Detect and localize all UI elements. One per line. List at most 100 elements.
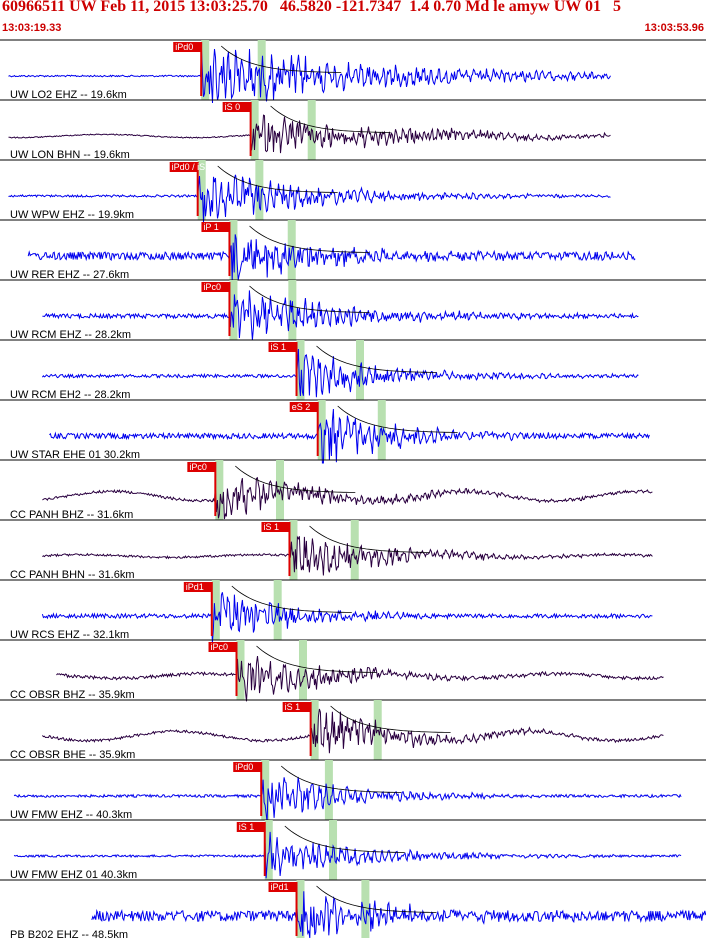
pick-label-box[interactable] [268, 342, 297, 352]
coda-curve [280, 765, 402, 793]
trace-row[interactable]: iPd1 PB B202 EHZ -- 48.5km [0, 879, 706, 938]
p-pick-window [250, 100, 259, 160]
pick-label: eS 2 [292, 402, 311, 412]
station-label: CC PANH BHZ -- 31.6km [10, 509, 133, 521]
pick-label-box[interactable] [183, 582, 212, 592]
station-label: UW RCM EHZ -- 28.2km [10, 329, 131, 341]
trace-row[interactable]: iS 0 UW LON BHN -- 19.6km [0, 99, 706, 161]
waveform-trace [8, 174, 611, 223]
coda-curve [316, 885, 437, 913]
coda-curve [231, 585, 352, 613]
coda-curve [249, 225, 370, 253]
station-label: UW WPW EHZ -- 19.9km [10, 209, 134, 221]
waveform-trace [42, 708, 664, 754]
p-pick-window [201, 40, 210, 100]
waveform-trace [42, 476, 653, 520]
pick-label-box[interactable] [187, 462, 216, 472]
coda-curve [316, 345, 437, 373]
trace-row[interactable]: iPc0 CC PANH BHZ -- 31.6km [0, 459, 706, 521]
pick-label: iS 0 [225, 102, 241, 112]
s-pick-window [361, 880, 370, 938]
pick-label-box[interactable] [201, 222, 230, 232]
pick-label: iPd0 / iS 1 [172, 162, 213, 172]
event-header-title: 60966511 UW Feb 11, 2015 13:03:25.70 46.… [2, 0, 621, 15]
trace-row[interactable]: iS 1 UW RCM EH2 -- 28.2km [0, 339, 706, 401]
s-pick-window [324, 760, 333, 820]
station-label: CC PANH BHN -- 31.6km [10, 569, 134, 581]
pick-label: iPd0 [235, 762, 253, 772]
pick-label: iPc0 [211, 642, 229, 652]
trace-row[interactable]: iS 1 CC OBSR BHE -- 35.9km [0, 699, 706, 761]
trace-row[interactable]: iS 1 CC PANH BHN -- 31.6km [0, 519, 706, 581]
trace-row[interactable]: iPc0 CC OBSR BHZ -- 35.9km [0, 639, 706, 702]
station-label: UW RCS EHZ -- 32.1km [10, 629, 129, 641]
trace-row[interactable]: eS 2 UW STAR EHE 01 30.2km [0, 399, 706, 464]
p-pick-window [211, 580, 220, 640]
trace-row[interactable]: iP 1 UW RER EHZ -- 27.6km [0, 219, 706, 281]
pick-label-box[interactable] [289, 402, 318, 412]
waveform-trace [42, 290, 639, 341]
station-label: UW RCM EH2 -- 28.2km [10, 389, 130, 401]
station-label: CC OBSR BHE -- 35.9km [10, 749, 135, 761]
coda-curve [284, 825, 405, 853]
trace-row[interactable]: iPd0 / iS 1 UW WPW EHZ -- 19.9km [0, 159, 706, 223]
window-start-time: 13:03:19.33 [2, 22, 62, 34]
p-pick-window [261, 760, 270, 820]
trace-row[interactable]: iPc0 UW RCM EHZ -- 28.2km [0, 279, 706, 341]
pick-label-box[interactable] [169, 162, 198, 172]
waveform-trace [27, 234, 636, 281]
waveform-trace [42, 535, 653, 576]
pick-label: iPc0 [203, 282, 221, 292]
coda-curve [235, 465, 356, 493]
station-label: CC OBSR BHZ -- 35.9km [10, 689, 135, 701]
trace-row[interactable]: iPd1 UW RCS EHZ -- 32.1km [0, 579, 706, 643]
pick-label-box[interactable] [201, 282, 230, 292]
pick-label: iS 1 [239, 822, 255, 832]
p-pick-window [296, 880, 305, 938]
waveform-trace [91, 891, 706, 938]
station-label: PB B202 EHZ -- 48.5km [10, 929, 128, 938]
trace-row[interactable]: iPd0 UW LO2 EHZ -- 19.6km [0, 39, 706, 104]
s-pick-window [350, 520, 359, 580]
pick-label: iS 1 [263, 522, 279, 532]
station-label: UW LO2 EHZ -- 19.6km [10, 89, 127, 101]
coda-curve [330, 705, 451, 733]
pick-label-box[interactable] [268, 882, 297, 892]
waveform-trace [41, 348, 639, 398]
waveform-trace [8, 114, 611, 154]
pick-label-box[interactable] [222, 102, 251, 112]
pick-label-box[interactable] [208, 642, 237, 652]
trace-row[interactable]: iS 1 UW FMW EHZ 01 40.3km [0, 819, 706, 881]
pick-label: iS 1 [285, 702, 301, 712]
station-label: UW FMW EHZ -- 40.3km [10, 809, 132, 821]
station-label: UW FMW EHZ 01 40.3km [10, 869, 137, 881]
station-label: UW RER EHZ -- 27.6km [10, 269, 129, 281]
pick-label-box[interactable] [233, 762, 262, 772]
coda-curve [270, 105, 391, 133]
pick-label: iPd1 [186, 582, 204, 592]
pick-label-box[interactable] [261, 522, 290, 532]
waveform-trace [8, 48, 611, 104]
coda-curve [337, 405, 458, 433]
pick-label: iPc0 [189, 462, 207, 472]
coda-curve [217, 165, 338, 193]
coda-curve [309, 525, 430, 553]
p-pick-window [215, 460, 224, 520]
station-label: UW LON BHN -- 19.6km [10, 149, 130, 161]
pick-label: iPd1 [271, 882, 289, 892]
pick-label-box[interactable] [282, 702, 311, 712]
pick-label-box[interactable] [173, 42, 202, 52]
coda-curve [249, 285, 370, 313]
waveform-trace [13, 831, 682, 879]
waveform-trace [49, 408, 650, 464]
coda-curve [256, 645, 377, 673]
window-end-time: 13:03:53.96 [644, 22, 704, 34]
pick-label: iPd0 [175, 42, 193, 52]
seismogram-panel[interactable]: iPd0 UW LO2 EHZ -- 19.6km iS 0 UW LON BHN -… [0, 36, 706, 938]
trace-row[interactable]: iPd0 UW FMW EHZ -- 40.3km [0, 759, 706, 823]
pick-label: iS 1 [271, 342, 287, 352]
pick-label: iP 1 [203, 222, 218, 232]
p-pick-window [197, 160, 206, 220]
pick-label-box[interactable] [236, 822, 265, 832]
waveform-trace [13, 776, 682, 823]
